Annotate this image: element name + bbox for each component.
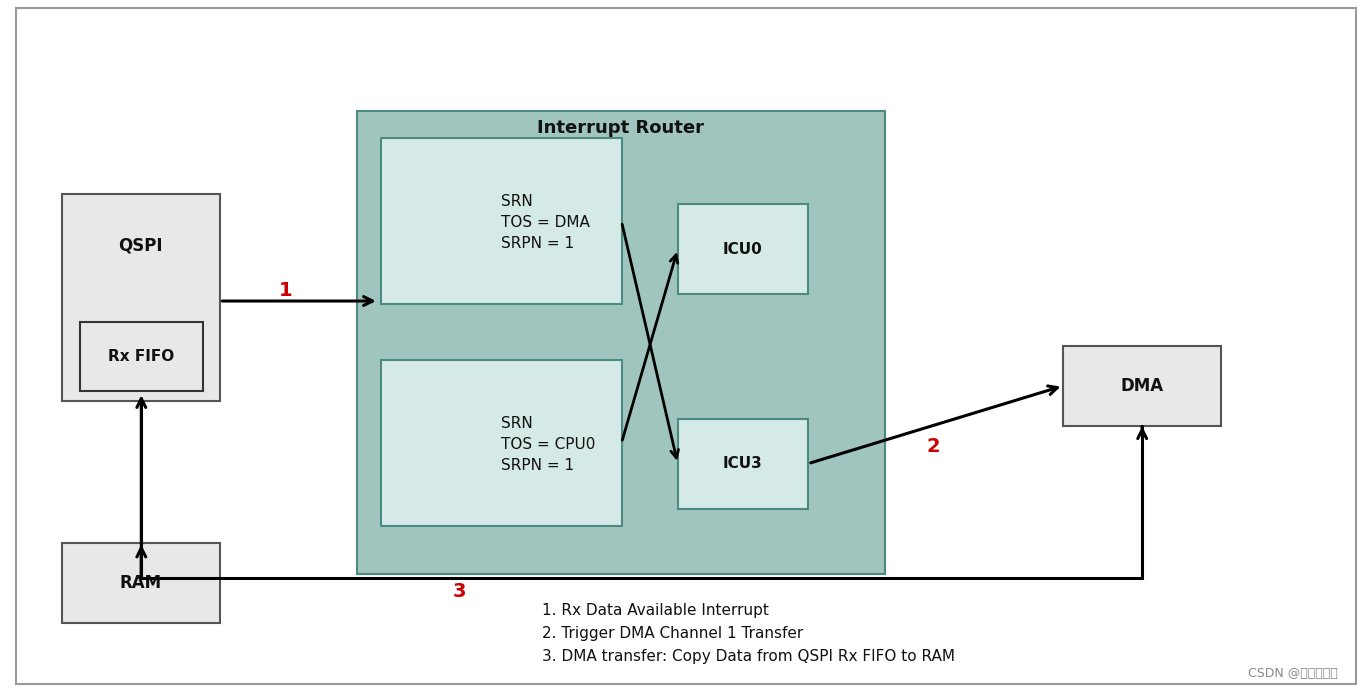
Text: 1. Rx Data Available Interrupt: 1. Rx Data Available Interrupt <box>542 603 768 618</box>
FancyBboxPatch shape <box>62 543 220 623</box>
Text: ICU0: ICU0 <box>723 242 761 257</box>
Text: ICU3: ICU3 <box>723 456 761 471</box>
Text: SRN
TOS = DMA
SRPN = 1: SRN TOS = DMA SRPN = 1 <box>501 194 590 251</box>
Text: Rx FIFO: Rx FIFO <box>108 349 174 364</box>
Text: 2. Trigger DMA Channel 1 Transfer: 2. Trigger DMA Channel 1 Transfer <box>542 626 803 641</box>
FancyBboxPatch shape <box>80 322 203 391</box>
FancyBboxPatch shape <box>678 419 808 509</box>
Text: 3. DMA transfer: Copy Data from QSPI Rx FIFO to RAM: 3. DMA transfer: Copy Data from QSPI Rx … <box>542 648 955 664</box>
FancyBboxPatch shape <box>678 204 808 294</box>
Text: 1: 1 <box>279 281 292 300</box>
FancyBboxPatch shape <box>357 111 885 574</box>
Text: CSDN @如烟的温柔: CSDN @如烟的温柔 <box>1249 666 1338 680</box>
Text: 3: 3 <box>453 582 466 601</box>
Text: DMA: DMA <box>1121 376 1163 395</box>
FancyBboxPatch shape <box>1063 346 1221 426</box>
Text: Interrupt Router: Interrupt Router <box>536 119 704 137</box>
FancyBboxPatch shape <box>381 360 622 526</box>
Text: SRN
TOS = CPU0
SRPN = 1: SRN TOS = CPU0 SRPN = 1 <box>501 416 595 473</box>
Text: QSPI: QSPI <box>118 237 163 255</box>
Text: RAM: RAM <box>119 574 162 592</box>
FancyBboxPatch shape <box>381 138 622 304</box>
Text: 2: 2 <box>926 437 940 456</box>
FancyBboxPatch shape <box>62 194 220 401</box>
